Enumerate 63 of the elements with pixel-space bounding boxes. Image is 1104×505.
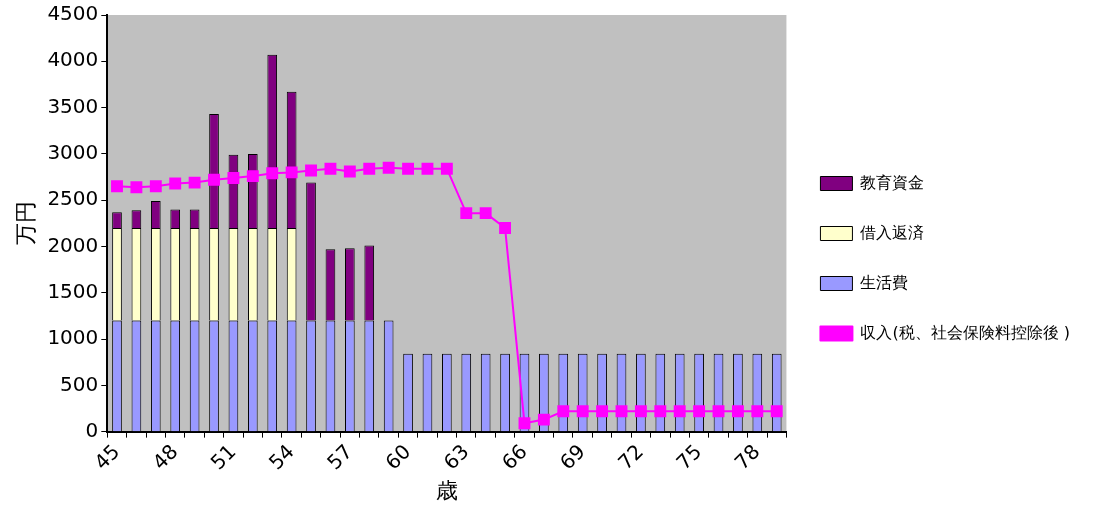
legend-label: 教育資金: [860, 172, 925, 192]
x-tick-label: 75: [671, 439, 707, 475]
point: [227, 172, 240, 184]
point: [712, 405, 725, 418]
point: [363, 162, 376, 175]
point: [382, 161, 395, 174]
legend-label: 借入返済: [860, 222, 925, 242]
x-tick-label: 51: [205, 439, 241, 475]
x-tick-label: 72: [613, 439, 649, 475]
point: [111, 180, 123, 193]
y-tick-label: 2000: [47, 232, 99, 257]
point: [130, 181, 143, 194]
y-tick-label: 2500: [47, 186, 99, 211]
point: [731, 405, 744, 418]
point: [537, 413, 550, 426]
point: [169, 177, 182, 190]
x-tick-label: 45: [89, 439, 125, 475]
point: [499, 222, 512, 234]
y-tick-label: 3000: [47, 140, 99, 165]
y-tick-label: 0: [85, 417, 99, 442]
point: [460, 207, 473, 220]
point: [634, 405, 647, 418]
point: [208, 173, 220, 186]
legend-label: 収入(税、社会保険料控除後 ): [860, 322, 1071, 342]
y-tick-label: 1000: [47, 325, 99, 350]
x-tick-label: 66: [496, 439, 532, 475]
y-tick-label: 3500: [47, 93, 99, 118]
x-tick-label: 57: [322, 439, 358, 475]
point: [285, 166, 298, 179]
point: [440, 162, 453, 175]
x-tick-label: 54: [263, 439, 299, 475]
y-axis-title: 万円: [12, 201, 38, 246]
point: [324, 162, 337, 175]
point: [557, 405, 570, 418]
point: [615, 405, 628, 418]
point: [770, 405, 783, 418]
y-tick-label: 1500: [47, 278, 99, 303]
point: [188, 176, 201, 189]
y-tick-label: 500: [60, 371, 99, 396]
x-axis-title: 歳: [435, 477, 458, 503]
point: [693, 405, 706, 418]
x-tick-label: 69: [554, 439, 590, 475]
point: [402, 162, 415, 175]
point: [149, 180, 162, 193]
x-tick-label: 60: [380, 439, 416, 475]
point: [596, 405, 609, 418]
y-tick-label: 4000: [47, 47, 99, 72]
x-tick-label: 48: [147, 439, 183, 475]
x-tick-label: 78: [729, 439, 765, 475]
point: [246, 170, 259, 183]
y-tick-label: 4500: [47, 1, 99, 26]
point: [479, 207, 492, 220]
point: [266, 167, 279, 180]
point: [654, 405, 667, 418]
legend-label: 生活費: [860, 272, 909, 292]
point: [305, 164, 317, 177]
point: [673, 405, 686, 418]
point: [576, 405, 589, 418]
point: [421, 162, 434, 175]
point: [751, 405, 764, 418]
point: [518, 417, 531, 430]
x-tick-label: 63: [438, 439, 474, 475]
point: [343, 165, 356, 178]
